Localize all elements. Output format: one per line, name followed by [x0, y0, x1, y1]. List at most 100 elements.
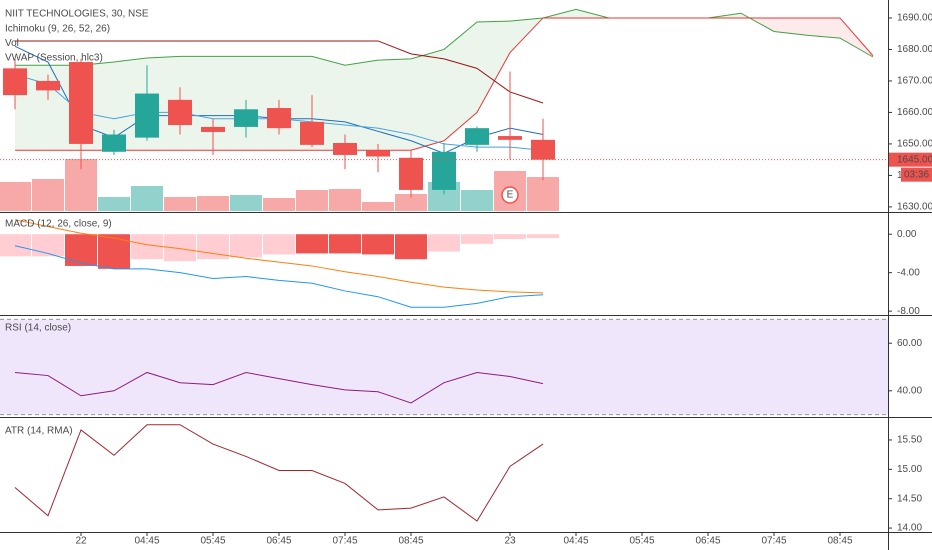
- countdown-label: 03:36: [904, 169, 929, 180]
- macd-histogram-bar: [428, 234, 460, 252]
- macd-histogram-bar: [0, 234, 31, 257]
- cloud-fill: [246, 56, 279, 151]
- candle-body: [333, 142, 357, 155]
- ichimoku-span-b: [15, 17, 874, 151]
- cloud-fill: [180, 56, 213, 151]
- volume-bar: [461, 190, 493, 211]
- macd-line: [14, 245, 544, 308]
- macd-histogram-bar: [32, 234, 64, 257]
- volume-bar: [197, 196, 229, 211]
- volume-bar: [98, 197, 130, 211]
- y-tick-label: -4.00: [897, 267, 920, 278]
- y-tick-label: 15.00: [897, 464, 922, 475]
- indicator-label: Vol: [5, 38, 19, 49]
- cloud-fill: [444, 22, 477, 141]
- indicator-label: Ichimoku (9, 26, 52, 26): [5, 24, 110, 35]
- volume-bar: [296, 190, 328, 211]
- y-tick-label: 1650.00: [897, 139, 932, 150]
- last-price-label: 1645.00: [897, 154, 932, 165]
- macd-histogram-bar: [395, 234, 427, 260]
- candle-body: [36, 80, 60, 91]
- y-tick-label: -8.00: [897, 306, 920, 317]
- y-tick-label: 1670.00: [897, 76, 932, 87]
- candle-body: [168, 99, 192, 126]
- ichimoku-span-a: [15, 8, 874, 66]
- macd-histogram-bar: [263, 234, 295, 255]
- volume-bar: [329, 189, 361, 211]
- candle-body: [432, 151, 456, 190]
- candle-body: [135, 93, 159, 138]
- signal-line: [14, 219, 544, 294]
- ichimoku-base-line: [15, 40, 544, 104]
- volume-bar: [164, 197, 196, 211]
- rsi-line: [14, 371, 544, 404]
- volume-bar: [32, 179, 64, 211]
- candle-body: [366, 150, 390, 157]
- countdown-box: [901, 167, 932, 182]
- y-tick-label: 1690.00: [897, 13, 932, 24]
- cloud-fill: [411, 49, 444, 151]
- chart-title: NIIT TECHNOLOGIES, 30, NSE: [5, 9, 149, 20]
- candle-body: [531, 139, 555, 160]
- y-tick-label: 0.00: [897, 229, 917, 240]
- x-tick-label: 23: [504, 536, 516, 547]
- cloud-fill: [477, 21, 510, 113]
- atr-line: [14, 424, 544, 522]
- cloud-fill: [378, 58, 411, 151]
- y-tick-label: 1680.00: [897, 44, 932, 55]
- earnings-marker: [501, 186, 519, 204]
- cloud-fill: [213, 56, 246, 151]
- volume-bar: [527, 177, 559, 211]
- macd-histogram-bar: [494, 234, 526, 240]
- x-tick-label: 08:45: [827, 536, 852, 547]
- volume-bar: [230, 195, 262, 211]
- cloud-fill: [807, 17, 840, 39]
- cloud-fill: [774, 17, 807, 36]
- macd-histogram-bar: [329, 234, 361, 254]
- volume-bar: [0, 182, 31, 211]
- last-price-box: [889, 152, 932, 167]
- x-tick-label: 06:45: [695, 536, 720, 547]
- x-tick-label: 07:45: [332, 536, 357, 547]
- earnings-marker-label: E: [507, 190, 514, 201]
- candle-body: [267, 108, 291, 129]
- x-tick-label: 06:45: [266, 536, 291, 547]
- macd-histogram-bar: [296, 234, 328, 254]
- candle-body: [102, 134, 126, 152]
- candle-body: [201, 126, 225, 132]
- candle-body: [69, 62, 93, 144]
- indicator-label: ATR (14, RMA): [5, 426, 73, 437]
- indicator-label: RSI (14, close): [5, 323, 71, 334]
- macd-histogram-bar: [65, 234, 97, 266]
- x-tick-label: 07:45: [761, 536, 786, 547]
- volume-bar: [263, 198, 295, 211]
- candle-body: [3, 68, 27, 96]
- indicator-label: MACD (12, 26, close, 9): [5, 219, 112, 230]
- indicator-label: VWAP (Session, hlc3): [5, 53, 103, 64]
- candle-body: [465, 128, 489, 145]
- y-tick-label: 15.50: [897, 435, 922, 446]
- macd-histogram-bar: [131, 234, 163, 260]
- y-tick-label: 1630.00: [897, 202, 932, 213]
- y-tick-label: 1660.00: [897, 107, 932, 118]
- candle-body: [399, 157, 423, 190]
- x-tick-label: 04:45: [134, 536, 159, 547]
- macd-histogram-bar: [527, 234, 559, 239]
- macd-histogram-bar: [362, 234, 394, 255]
- macd-histogram-bar: [461, 234, 493, 244]
- volume-bar: [395, 194, 427, 211]
- candle-body: [498, 136, 522, 140]
- rsi-band: [0, 319, 888, 415]
- x-tick-label: 05:45: [200, 536, 225, 547]
- x-tick-label: 05:45: [629, 536, 654, 547]
- candle-body: [300, 121, 324, 145]
- volume-bar: [362, 202, 394, 211]
- x-tick-label: 22: [75, 536, 87, 547]
- cloud-fill: [345, 60, 378, 151]
- macd-histogram-bar: [98, 234, 130, 269]
- x-tick-label: 08:45: [398, 536, 423, 547]
- macd-histogram-bar: [230, 234, 262, 258]
- candle-body: [234, 109, 258, 127]
